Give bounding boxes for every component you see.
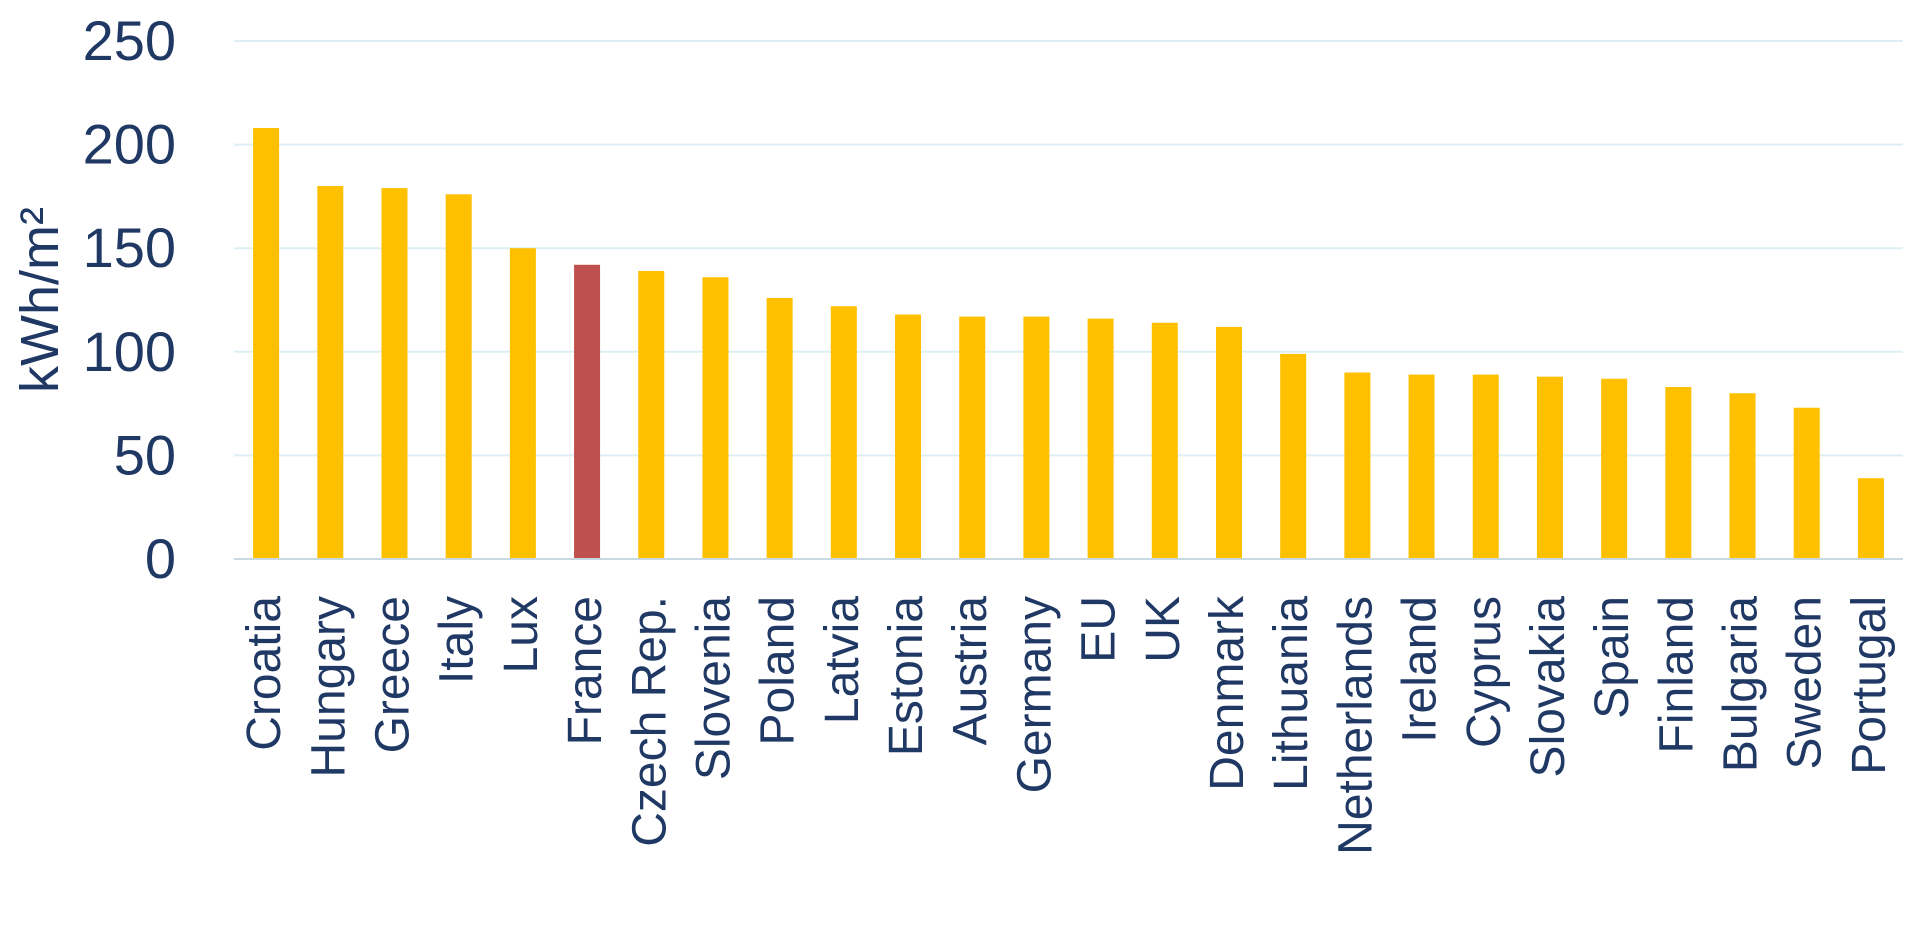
x-tick-label: Hungary	[302, 596, 355, 777]
y-tick-label: 0	[145, 527, 176, 590]
bar-lux	[509, 248, 536, 559]
x-tick-label: Spain	[1586, 596, 1639, 719]
bar-croatia	[253, 128, 280, 560]
bar-poland	[766, 297, 793, 559]
bar-latvia	[830, 306, 857, 559]
bar-portugal	[1857, 478, 1884, 559]
y-tick-label: 150	[83, 216, 176, 279]
x-tick-label: Poland	[752, 596, 805, 745]
x-tick-label: Greece	[366, 596, 419, 753]
bar-austria	[959, 316, 986, 559]
bar-slovenia	[702, 277, 729, 559]
bar-netherlands	[1344, 372, 1371, 559]
y-tick-label: 100	[83, 320, 176, 383]
bar-slovakia	[1536, 376, 1563, 559]
bar-greece	[381, 188, 408, 559]
x-axis-ticks: Croatia Hungary Greece Italy Lux France Czech …	[238, 595, 1896, 855]
bar-cyprus	[1472, 374, 1499, 559]
bar-italy	[445, 194, 472, 559]
y-tick-label: 200	[83, 113, 176, 176]
y-tick-label: 250	[83, 9, 176, 72]
bar-ireland	[1408, 374, 1435, 559]
x-tick-label: Netherlands	[1329, 596, 1382, 855]
y-axis-ticks: 0 50 100 150 200 250	[83, 9, 176, 590]
bar-estonia	[895, 314, 922, 559]
x-tick-label: Sweden	[1779, 596, 1832, 769]
x-tick-label: Estonia	[880, 596, 933, 756]
x-tick-label: Portugal	[1843, 596, 1896, 775]
x-tick-label: France	[559, 596, 612, 745]
bar-bulgaria	[1729, 393, 1756, 559]
x-tick-label: Italy	[431, 596, 484, 684]
y-tick-label: 50	[114, 423, 176, 486]
x-tick-label: Cyprus	[1458, 596, 1511, 748]
gridlines	[234, 40, 1903, 457]
x-tick-label: Latvia	[816, 596, 869, 724]
x-tick-label: Germany	[1008, 596, 1061, 793]
bar-czech-rep	[638, 270, 665, 559]
bar-eu	[1087, 318, 1114, 559]
bar-france	[574, 264, 601, 559]
bar-hungary	[317, 186, 344, 560]
bar-sweden	[1793, 407, 1820, 559]
x-tick-label: Lux	[495, 596, 548, 673]
bar-denmark	[1215, 326, 1242, 559]
x-tick-label: Ireland	[1394, 596, 1447, 743]
bar-germany	[1023, 316, 1050, 559]
x-tick-label: UK	[1137, 596, 1190, 663]
bar-uk	[1151, 322, 1178, 559]
x-tick-label: Slovakia	[1522, 596, 1575, 778]
y-axis-label: kWh/m²	[10, 207, 70, 393]
x-tick-label: Finland	[1650, 596, 1703, 753]
bar-spain	[1601, 378, 1628, 559]
bar-finland	[1665, 387, 1692, 559]
bar-lithuania	[1280, 353, 1307, 559]
x-tick-label: EU	[1073, 596, 1126, 663]
x-tick-label: Lithuania	[1265, 596, 1318, 791]
x-tick-label: Czech Rep.	[623, 596, 676, 847]
bars	[253, 128, 1884, 560]
x-tick-label: Bulgaria	[1715, 596, 1768, 772]
x-tick-label: Austria	[944, 596, 997, 746]
x-tick-label: Croatia	[238, 596, 291, 751]
x-tick-label: Denmark	[1201, 595, 1254, 791]
x-tick-label: Slovenia	[687, 596, 740, 780]
